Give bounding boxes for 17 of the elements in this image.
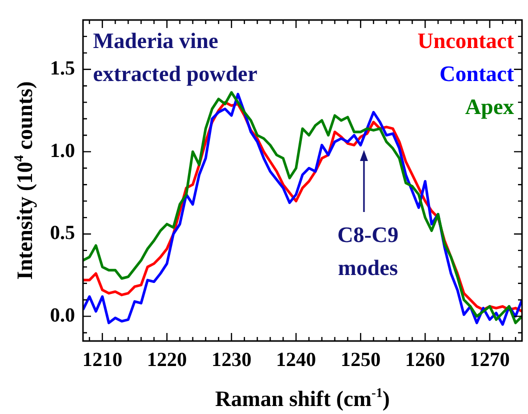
x-tick-label: 1230	[211, 349, 252, 372]
x-tick-label: 1240	[276, 349, 316, 372]
x-tick-label: 1260	[405, 349, 446, 372]
x-tick-label: 1220	[146, 349, 187, 372]
x-tick-label: 1210	[82, 349, 122, 372]
x-tick-label: 1250	[340, 349, 381, 372]
text: Uncontact	[417, 28, 515, 53]
annotation: Maderia vine extracted powder	[93, 28, 258, 86]
y-axis-title: Intensity (104 counts)	[11, 81, 37, 280]
y-tick-label: 1.0	[50, 140, 75, 162]
y-tick-label: 0.0	[50, 304, 75, 326]
x-tick-label: 1270	[470, 349, 510, 372]
text: Apex	[465, 94, 514, 119]
y-tick-label: 0.5	[50, 222, 75, 244]
text: Contact	[439, 61, 515, 86]
y-tick-label: 1.5	[50, 58, 75, 80]
annotation: C8-C9 modes	[337, 222, 399, 280]
